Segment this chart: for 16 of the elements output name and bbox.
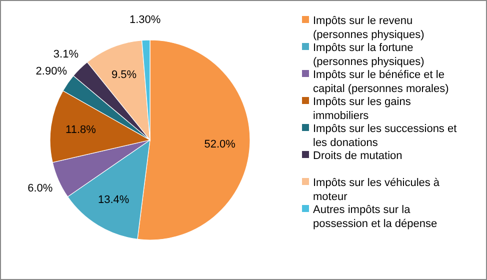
- data-label: 11.8%: [66, 124, 96, 136]
- data-label: 2.90%: [36, 66, 68, 78]
- data-label: 9.5%: [111, 68, 137, 81]
- legend-label: Autres impôts sur la possession et la dépense: [313, 204, 438, 230]
- legend-label: Impôts sur la fortune (personnes physiques): [313, 42, 424, 68]
- legend-label: Impôts sur les successions et les donations: [313, 123, 457, 149]
- data-label: 3.1%: [53, 48, 79, 60]
- data-label: 1.30%: [130, 14, 161, 26]
- legend-label: Impôts sur le revenu (personnes physiques): [313, 15, 424, 41]
- legend-label: Impôts sur les gains immobiliers: [313, 96, 412, 122]
- legend-label: Impôts sur le bénéfice et le capital (personnes morales): [313, 69, 449, 95]
- legend-label: Droits de mutation: [313, 150, 402, 162]
- data-label: 6.0%: [28, 182, 53, 194]
- legend-label: Impôts sur les véhicules à moteur: [313, 177, 440, 203]
- data-label: 52.0%: [204, 138, 236, 150]
- data-label: 13.4%: [98, 194, 130, 206]
